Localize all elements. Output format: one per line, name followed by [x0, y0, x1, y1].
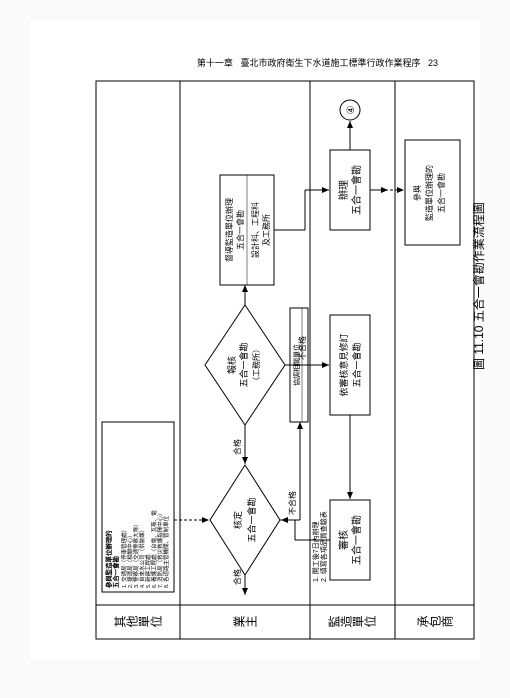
- svg-text:④: ④: [346, 105, 357, 114]
- lane4-label: 承包商: [417, 615, 454, 629]
- d2-pass: 合格: [232, 439, 242, 455]
- page: 第十一章 臺北市政府衛生下水道施工標準行政作業程序 23 其他單位 業主 監造單…: [30, 20, 480, 660]
- svg-text:核定: 核定: [232, 511, 243, 529]
- svg-text:審核: 審核: [337, 530, 350, 550]
- flowchart-rotated-container: 其他單位 業主 監造單位 承包商 審核 五合一會勘 1. 開工後7日內辦理 2.…: [95, 80, 475, 640]
- svg-text:1. 交通局（停車管理處）: 1. 交通局（停車管理處）: [120, 527, 128, 588]
- svg-text:7. 消防局（救災救護指揮中心）: 7. 消防局（救災救護指揮中心）: [156, 510, 164, 588]
- svg-text:設計科、工程科: 設計科、工程科: [250, 202, 260, 258]
- svg-text:五合一會勘: 五合一會勘: [235, 210, 245, 250]
- figure-caption: 圖 11.10 五合一會勘作業流程圖: [470, 202, 487, 370]
- svg-text:5. 新建工程處: 5. 新建工程處: [144, 554, 152, 588]
- page-header: 第十一章 臺北市政府衛生下水道施工標準行政作業程序 23: [197, 56, 438, 69]
- node-review: 審核 五合一會勘: [330, 500, 370, 580]
- svg-text:五合一會勘: 五合一會勘: [246, 497, 257, 542]
- svg-text:參與監造單位辦理的: 參與監造單位辦理的: [104, 530, 113, 588]
- svg-text:辦理: 辦理: [337, 180, 350, 200]
- svg-text:五合一會勘: 五合一會勘: [350, 165, 363, 215]
- page-number: 23: [428, 58, 438, 68]
- svg-text:3. 警察局（交通警察大隊）: 3. 警察局（交通警察大隊）: [132, 521, 140, 588]
- node-unit-list: 參與監造單位辦理的 五合一會勘 1. 交通局（停車管理處） 2. 捷運局（相關中…: [102, 422, 174, 592]
- lane2-label: 業主: [233, 615, 257, 629]
- lane3-label: 監造單位: [327, 615, 376, 629]
- svg-text:8. 各道路主管機關、管制單位: 8. 各道路主管機關、管制單位: [162, 515, 170, 588]
- svg-text:報核: 報核: [226, 356, 237, 374]
- node-supervise: 督導監造單位辦理 五合一會勘 設計科、工程科 及工務所: [220, 175, 274, 285]
- svg-text:參與: 參與: [412, 185, 422, 201]
- chapter-label: 第十一章: [197, 58, 233, 68]
- svg-text:4. 自來水公司（供裝課）: 4. 自來水公司（供裝課）: [138, 527, 146, 588]
- svg-text:五合一會勘: 五合一會勘: [436, 173, 446, 213]
- node-final: 辦理 五合一會勘: [330, 150, 370, 230]
- d1-pass: 合格: [232, 569, 242, 585]
- svg-text:2. 捷運局（相關中心）: 2. 捷運局（相關中心）: [126, 532, 134, 588]
- review-note1: 1. 開工後7日內辦理: [311, 521, 320, 582]
- svg-text:（工務所）: （工務所）: [251, 345, 261, 385]
- flowchart: 其他單位 業主 監造單位 承包商 審核 五合一會勘 1. 開工後7日內辦理 2.…: [95, 80, 475, 640]
- svg-text:五合一會勘: 五合一會勘: [351, 342, 362, 387]
- svg-text:五合一會勘: 五合一會勘: [111, 555, 120, 588]
- d1-fail: 不合格: [287, 491, 297, 515]
- svg-text:不合格: 不合格: [297, 336, 307, 360]
- lane1-label: 其他單位: [114, 615, 162, 629]
- svg-text:及工務所: 及工務所: [261, 214, 271, 246]
- node-revise: 依審核意見修訂 五合一會勘: [330, 315, 370, 415]
- svg-text:五合一會勘: 五合一會勘: [238, 342, 249, 387]
- node-reference: 參與 監造單位辦理的 五合一會勘: [405, 140, 460, 245]
- node-circle-4: ④: [340, 100, 360, 120]
- review-note2: 2. 填寫各項品質查驗表: [319, 511, 328, 582]
- svg-text:依審核意見修訂: 依審核意見修訂: [338, 333, 349, 396]
- svg-text:督導監造單位辦理: 督導監造單位辦理: [224, 198, 234, 262]
- svg-text:五合一會勘: 五合一會勘: [350, 515, 363, 565]
- header-title: 臺北市政府衛生下水道施工標準行政作業程序: [240, 58, 420, 68]
- svg-text:6. 養護工程處（台電、瓦斯、電: 6. 養護工程處（台電、瓦斯、電: [150, 510, 158, 588]
- svg-text:監造單位辦理的: 監造單位辦理的: [424, 165, 434, 221]
